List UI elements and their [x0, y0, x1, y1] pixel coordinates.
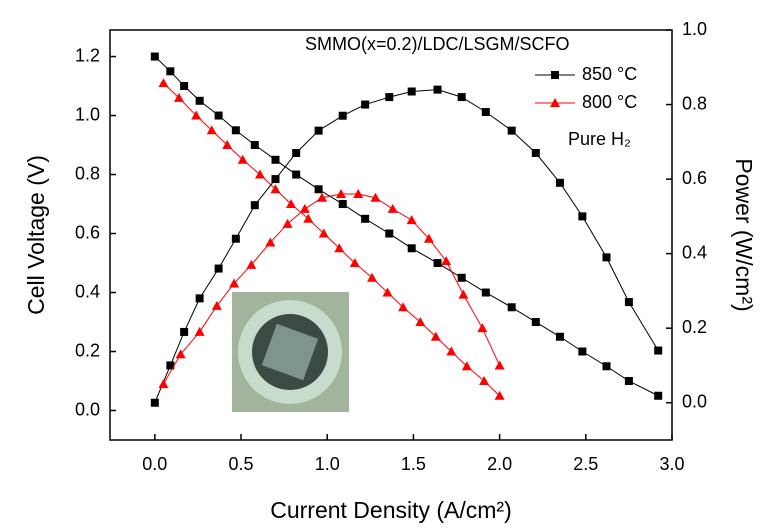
marker [361, 215, 369, 223]
marker [196, 97, 204, 105]
marker [300, 204, 310, 213]
annotation: SMMO(x=0.2)/LDC/LSGM/SCFO [305, 34, 570, 54]
y-tick-label: 0.0 [75, 399, 100, 419]
y-tick-label: 1.2 [75, 45, 100, 65]
marker [602, 362, 610, 370]
y2-tick-label: 1.0 [682, 19, 707, 39]
y-tick-label: 0.8 [75, 163, 100, 183]
x-tick-label: 2.5 [573, 454, 598, 474]
marker [625, 377, 633, 385]
marker [180, 328, 188, 336]
marker [361, 101, 369, 109]
marker [477, 323, 487, 332]
y2-tick-label: 0.4 [682, 242, 707, 262]
marker [196, 294, 204, 302]
marker [385, 230, 393, 238]
x-tick-label: 0.5 [229, 454, 254, 474]
y2-tick-label: 0.8 [682, 93, 707, 113]
marker [232, 235, 240, 243]
x-tick-label: 1.0 [315, 454, 340, 474]
marker [654, 347, 662, 355]
marker [458, 290, 468, 299]
marker [551, 71, 559, 79]
marker [315, 185, 323, 193]
y-tick-label: 0.4 [75, 281, 100, 301]
marker [388, 204, 398, 213]
marker [495, 360, 505, 369]
marker [578, 348, 586, 356]
marker [195, 327, 205, 336]
marker [434, 86, 442, 94]
marker [158, 379, 168, 388]
marker [532, 318, 540, 326]
marker [532, 149, 540, 157]
marker [158, 78, 168, 87]
marker [251, 201, 259, 209]
y-tick-label: 0.6 [75, 222, 100, 242]
marker [482, 108, 490, 116]
x-tick-label: 1.5 [401, 454, 426, 474]
marker [458, 93, 466, 101]
x-tick-label: 2.0 [487, 454, 512, 474]
marker [292, 149, 300, 157]
marker [482, 289, 490, 297]
marker [385, 93, 393, 101]
legend-label: 800 °C [582, 92, 637, 112]
marker [215, 112, 223, 120]
marker [212, 301, 222, 310]
y2-tick-label: 0.6 [682, 168, 707, 188]
marker [602, 253, 610, 261]
marker [251, 141, 259, 149]
marker [441, 256, 451, 265]
page: Current Density (A/cm²) Cell Voltage (V)… [0, 0, 763, 528]
marker [151, 399, 159, 407]
marker [232, 126, 240, 134]
marker [408, 244, 416, 252]
marker [434, 259, 442, 267]
y2-tick-label: 0.2 [682, 317, 707, 337]
marker [271, 175, 279, 183]
marker [271, 156, 279, 164]
x-tick-label: 0.0 [142, 454, 167, 474]
marker [556, 179, 564, 187]
x-tick-label: 3.0 [659, 454, 684, 474]
marker [556, 333, 564, 341]
marker [578, 212, 586, 220]
y-tick-label: 0.2 [75, 340, 100, 360]
x-axis-title: Current Density (A/cm²) [270, 497, 512, 523]
marker [292, 171, 300, 179]
y2-tick-label: 0.0 [682, 391, 707, 411]
marker [625, 298, 633, 306]
marker [458, 274, 466, 282]
chart: Current Density (A/cm²) Cell Voltage (V)… [0, 0, 763, 528]
inset-photo [232, 292, 349, 412]
marker [508, 127, 516, 135]
legend-label: 850 °C [582, 64, 637, 84]
annotation: Pure H₂ [568, 129, 631, 149]
y-tick-label: 1.0 [75, 104, 100, 124]
marker [166, 67, 174, 75]
marker [339, 200, 347, 208]
marker [408, 88, 416, 96]
marker [151, 53, 159, 61]
marker [339, 112, 347, 120]
y-axis-title: Cell Voltage (V) [23, 155, 49, 315]
marker [215, 265, 223, 273]
marker [315, 127, 323, 135]
marker [180, 82, 188, 90]
marker [407, 215, 417, 224]
y2-axis-title: Power (W/cm²) [731, 158, 757, 311]
marker [508, 303, 516, 311]
marker [654, 392, 662, 400]
